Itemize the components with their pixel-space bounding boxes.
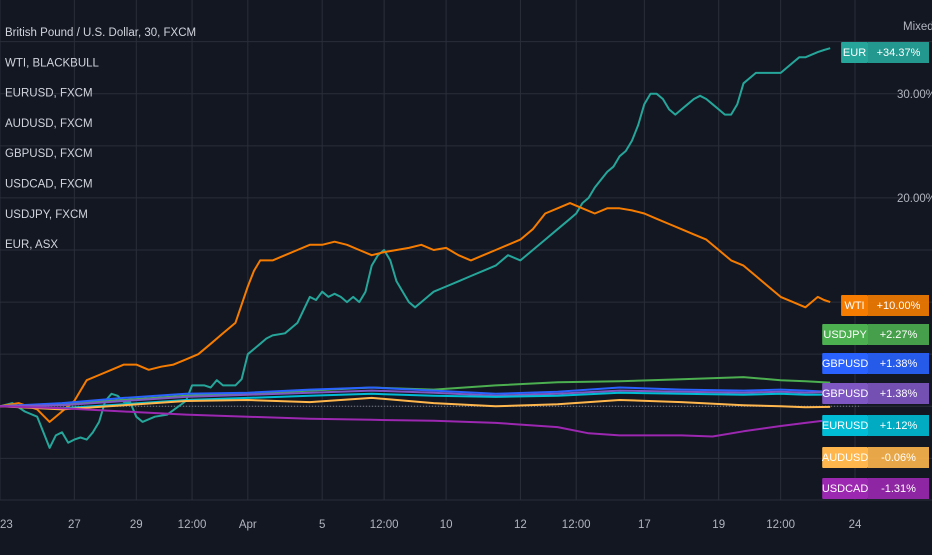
badge-value: +2.27% xyxy=(880,329,918,341)
series-line-usdcad xyxy=(0,405,831,438)
badge-value: -0.06% xyxy=(881,452,916,464)
badge-value: +34.37% xyxy=(877,47,921,59)
badge-name-bg xyxy=(822,478,868,499)
badge-value-bg xyxy=(868,353,929,374)
series-line-gbpusd xyxy=(0,389,831,408)
axes: Mixed 30.00% 20.00% 23 27 29 12:00 Apr 5 12:00 10 1… xyxy=(0,21,932,531)
badge-name: AUDUSD xyxy=(822,452,869,464)
series-line-gbpusd xyxy=(0,386,831,408)
badge-value: +1.38% xyxy=(880,358,918,370)
x-tick-label: 27 xyxy=(68,519,81,531)
series-line-wti xyxy=(0,202,831,423)
scale-mode-label: Mixed xyxy=(903,21,932,33)
legend-symbol-line: EURUSD, FXCM xyxy=(5,88,93,100)
x-tick-label: 12:00 xyxy=(178,519,207,531)
x-tick-label: 17 xyxy=(638,519,651,531)
symbol-legend: British Pound / U.S. Dollar, 30, FXCM WTI… xyxy=(5,27,196,251)
badge-value-bg xyxy=(868,42,929,63)
price-scale-badges: EUR +34.37% WTI +10.00% USDJPY +2.27% GBPUSD +1… xyxy=(822,42,929,499)
x-tick-label: 12:00 xyxy=(766,519,795,531)
badge-name-bg xyxy=(822,415,868,436)
badge-value-bg xyxy=(868,478,929,499)
x-tick-label: 23 xyxy=(0,519,13,531)
x-tick-label: 12 xyxy=(514,519,527,531)
badge-name-bg xyxy=(822,353,868,374)
x-tick-label: 29 xyxy=(130,519,143,531)
y-tick-label: 30.00% xyxy=(897,89,932,101)
legend-symbol-line: EUR, ASX xyxy=(5,239,58,251)
y-tick-label: 20.00% xyxy=(897,193,932,205)
badge-value-bg xyxy=(868,447,929,468)
x-tick-label: 12:00 xyxy=(370,519,399,531)
legend-symbol-line: USDCAD, FXCM xyxy=(5,179,93,191)
x-tick-label: 5 xyxy=(319,519,325,531)
badge-name-bg xyxy=(841,295,868,316)
badge-name: WTI xyxy=(844,300,864,312)
badge-name: USDJPY xyxy=(823,329,867,341)
badge-name: GBPUSD xyxy=(822,358,869,370)
badge-name-bg xyxy=(822,324,868,345)
legend-symbol-line: British Pound / U.S. Dollar, 30, FXCM xyxy=(5,27,196,39)
badge-value: +1.12% xyxy=(880,420,918,432)
badge-name-bg xyxy=(841,42,868,63)
series-line-eur xyxy=(0,47,831,449)
legend-symbol-line: USDJPY, FXCM xyxy=(5,209,88,221)
badge-value: -1.31% xyxy=(881,483,916,495)
x-tick-label: 10 xyxy=(440,519,453,531)
series-lines xyxy=(0,47,831,449)
legend-symbol-line: GBPUSD, FXCM xyxy=(5,148,93,160)
badge-value-bg xyxy=(868,295,929,316)
x-tick-label: Apr xyxy=(239,519,257,531)
x-tick-label: 24 xyxy=(849,519,862,531)
badge-name: EUR xyxy=(843,47,866,59)
badge-value: +1.38% xyxy=(880,388,918,400)
badge-value-bg xyxy=(868,415,929,436)
badge-name-bg xyxy=(822,383,868,404)
legend-symbol-line: AUDUSD, FXCM xyxy=(5,118,93,130)
x-tick-label: 19 xyxy=(712,519,725,531)
badge-name: USDCAD xyxy=(822,483,869,495)
badge-value: +10.00% xyxy=(877,300,921,312)
x-tick-label: 12:00 xyxy=(562,519,591,531)
badge-value-bg xyxy=(868,324,929,345)
badge-name: GBPUSD xyxy=(822,388,869,400)
legend-symbol-line: WTI, BLACKBULL xyxy=(5,57,100,69)
badge-name: EURUSD xyxy=(822,420,869,432)
series-line-usdjpy xyxy=(0,376,831,408)
badge-name-bg xyxy=(822,447,868,468)
series-line-audusd xyxy=(0,396,831,411)
badge-value-bg xyxy=(868,383,929,404)
